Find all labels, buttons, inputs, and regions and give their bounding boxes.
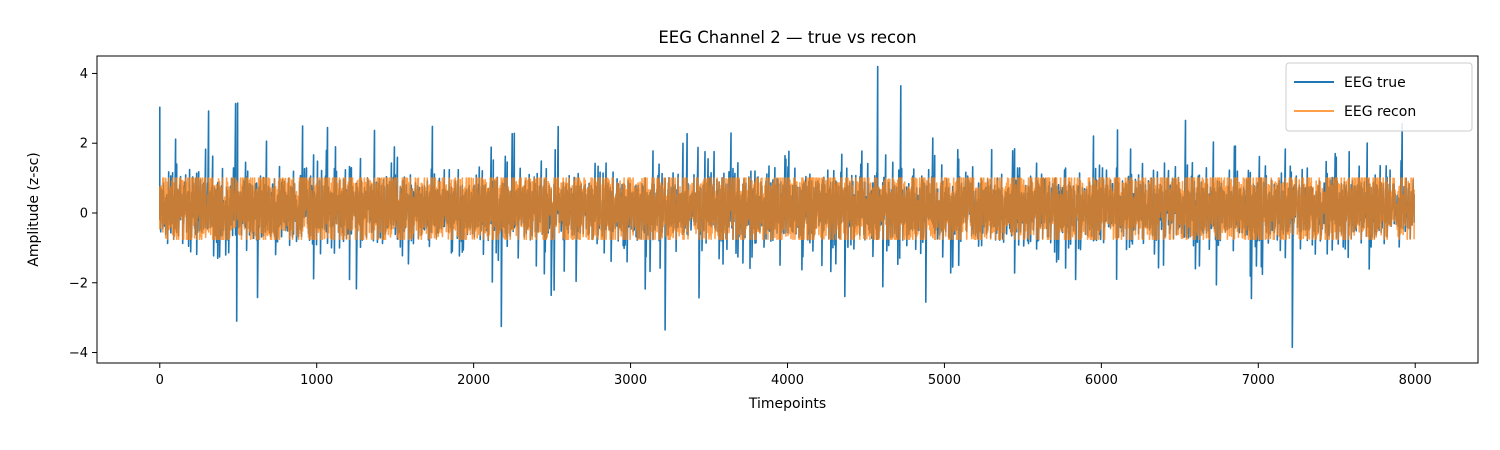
plot-area xyxy=(159,65,1415,349)
y-axis-label: Amplitude (z-sc) xyxy=(26,152,42,267)
series-line-eeg-recon xyxy=(159,177,1415,240)
y-tick-label: 4 xyxy=(80,67,88,82)
x-tick-label: 1000 xyxy=(300,373,333,388)
x-tick-label: 2000 xyxy=(457,373,490,388)
y-axis: −4 −2 0 2 4 xyxy=(69,67,97,361)
x-tick-label: 7000 xyxy=(1242,373,1275,388)
x-tick-label: 6000 xyxy=(1085,373,1118,388)
x-axis: 0 1000 2000 3000 4000 5000 6000 7000 8000 xyxy=(156,363,1432,388)
y-tick-label: 0 xyxy=(80,206,88,221)
legend-label-eeg-recon: EEG recon xyxy=(1344,104,1416,120)
x-tick-label: 3000 xyxy=(614,373,647,388)
chart-title: EEG Channel 2 — true vs recon xyxy=(658,28,916,47)
y-tick-label: −4 xyxy=(69,346,88,361)
y-tick-label: 2 xyxy=(80,137,88,152)
x-tick-label: 0 xyxy=(156,373,164,388)
x-axis-label: Timepoints xyxy=(748,396,826,412)
x-tick-label: 8000 xyxy=(1399,373,1432,388)
x-tick-label: 4000 xyxy=(771,373,804,388)
y-tick-label: −2 xyxy=(69,276,88,291)
legend-box xyxy=(1285,62,1473,132)
legend-label-eeg-true: EEG true xyxy=(1344,75,1406,91)
legend: EEG true EEG recon xyxy=(1285,62,1473,132)
x-tick-label: 5000 xyxy=(928,373,961,388)
